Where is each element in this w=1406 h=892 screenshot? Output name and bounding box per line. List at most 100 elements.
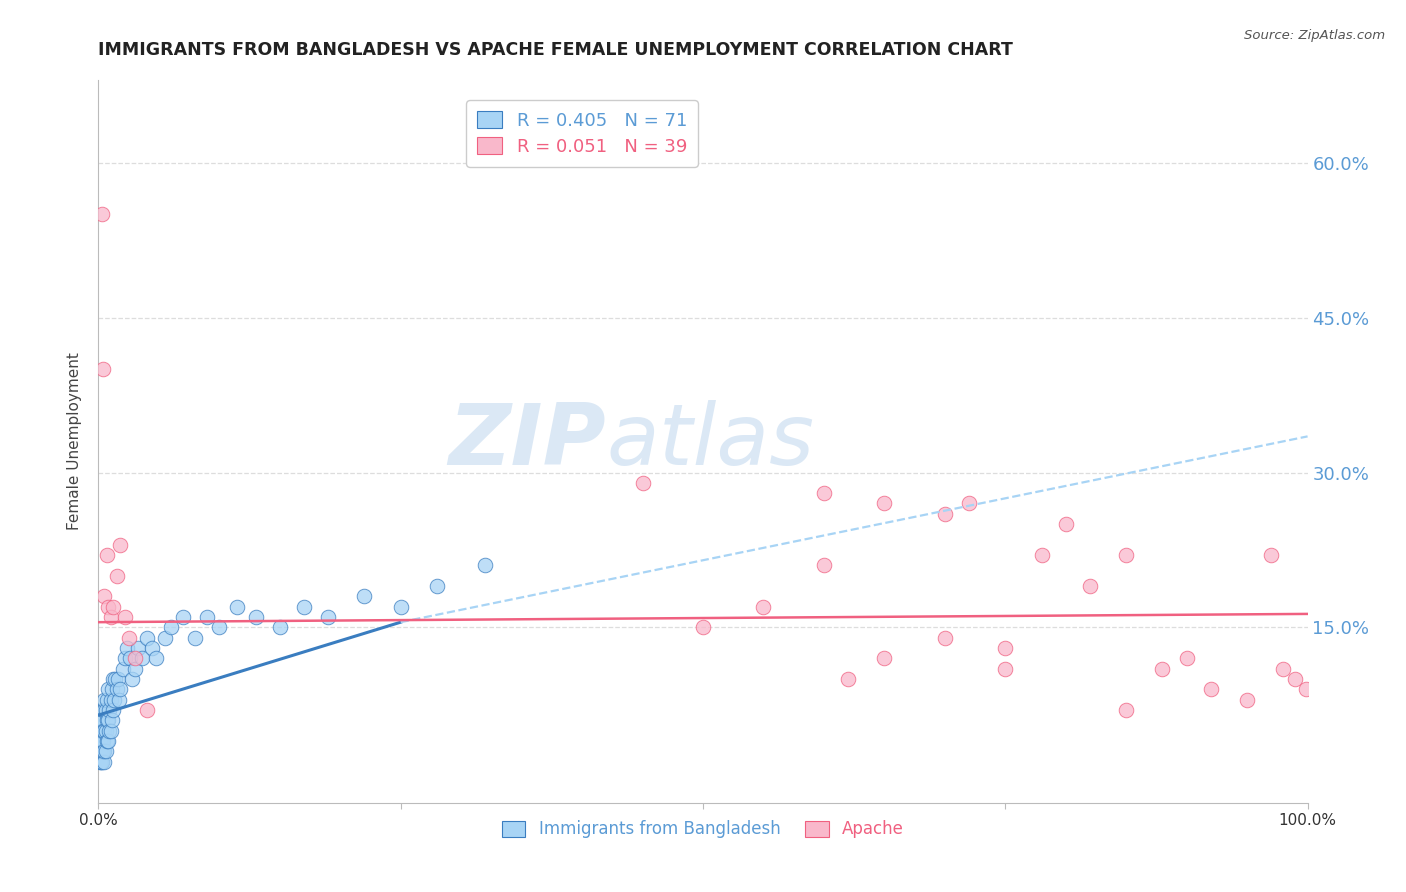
Point — [91, 744, 114, 758]
Point — [100, 610, 122, 624]
Point — [1175, 651, 1198, 665]
Point — [1260, 548, 1282, 562]
Y-axis label: Female Unemployment: Female Unemployment — [67, 352, 83, 531]
Point — [90, 723, 112, 738]
Point — [107, 672, 129, 686]
Point — [1236, 692, 1258, 706]
Point — [135, 703, 157, 717]
Point — [474, 558, 496, 573]
Point — [93, 590, 115, 604]
Point — [108, 538, 131, 552]
Point — [89, 755, 111, 769]
Point — [96, 734, 118, 748]
Point — [837, 672, 859, 686]
Point — [316, 610, 339, 624]
Point — [160, 620, 183, 634]
Point — [94, 744, 117, 758]
Point — [127, 640, 149, 655]
Point — [184, 631, 207, 645]
Point — [121, 672, 143, 686]
Point — [135, 631, 157, 645]
Point — [90, 755, 112, 769]
Point — [957, 496, 980, 510]
Legend: Immigrants from Bangladesh, Apache: Immigrants from Bangladesh, Apache — [495, 814, 911, 845]
Point — [91, 734, 114, 748]
Point — [118, 651, 141, 665]
Point — [111, 662, 134, 676]
Point — [90, 734, 112, 748]
Point — [94, 703, 117, 717]
Point — [97, 682, 120, 697]
Point — [1272, 662, 1295, 676]
Point — [101, 703, 124, 717]
Point — [108, 692, 131, 706]
Point — [91, 755, 114, 769]
Point — [813, 486, 835, 500]
Point — [353, 590, 375, 604]
Point — [153, 631, 176, 645]
Point — [145, 651, 167, 665]
Point — [389, 599, 412, 614]
Point — [141, 640, 163, 655]
Point — [124, 651, 146, 665]
Point — [91, 703, 114, 717]
Point — [93, 723, 115, 738]
Point — [426, 579, 449, 593]
Point — [97, 599, 120, 614]
Point — [631, 475, 654, 490]
Point — [873, 496, 896, 510]
Point — [108, 682, 131, 697]
Point — [98, 723, 121, 738]
Point — [873, 651, 896, 665]
Point — [105, 682, 128, 697]
Point — [101, 672, 124, 686]
Point — [1031, 548, 1053, 562]
Point — [117, 640, 139, 655]
Point — [93, 755, 115, 769]
Point — [172, 610, 194, 624]
Point — [114, 651, 136, 665]
Point — [269, 620, 291, 634]
Point — [97, 734, 120, 748]
Point — [994, 640, 1017, 655]
Point — [91, 207, 114, 221]
Point — [91, 723, 114, 738]
Point — [93, 744, 115, 758]
Point — [1152, 662, 1174, 676]
Point — [934, 631, 956, 645]
Point — [292, 599, 315, 614]
Point — [91, 744, 114, 758]
Point — [226, 599, 249, 614]
Text: IMMIGRANTS FROM BANGLADESH VS APACHE FEMALE UNEMPLOYMENT CORRELATION CHART: IMMIGRANTS FROM BANGLADESH VS APACHE FEM… — [98, 41, 1014, 59]
Point — [96, 692, 118, 706]
Point — [93, 703, 115, 717]
Point — [1115, 548, 1137, 562]
Point — [91, 362, 114, 376]
Point — [1078, 579, 1101, 593]
Point — [1199, 682, 1222, 697]
Point — [100, 682, 122, 697]
Point — [97, 713, 120, 727]
Point — [91, 723, 114, 738]
Point — [94, 723, 117, 738]
Point — [1284, 672, 1306, 686]
Point — [101, 599, 124, 614]
Point — [105, 568, 128, 582]
Point — [934, 507, 956, 521]
Point — [813, 558, 835, 573]
Point — [692, 620, 714, 634]
Point — [91, 734, 114, 748]
Point — [131, 651, 153, 665]
Point — [90, 744, 112, 758]
Point — [118, 631, 141, 645]
Point — [100, 692, 122, 706]
Point — [93, 692, 115, 706]
Point — [195, 610, 218, 624]
Text: atlas: atlas — [606, 400, 814, 483]
Point — [96, 713, 118, 727]
Point — [1295, 682, 1317, 697]
Point — [90, 713, 112, 727]
Point — [104, 672, 127, 686]
Point — [100, 723, 122, 738]
Text: ZIP: ZIP — [449, 400, 606, 483]
